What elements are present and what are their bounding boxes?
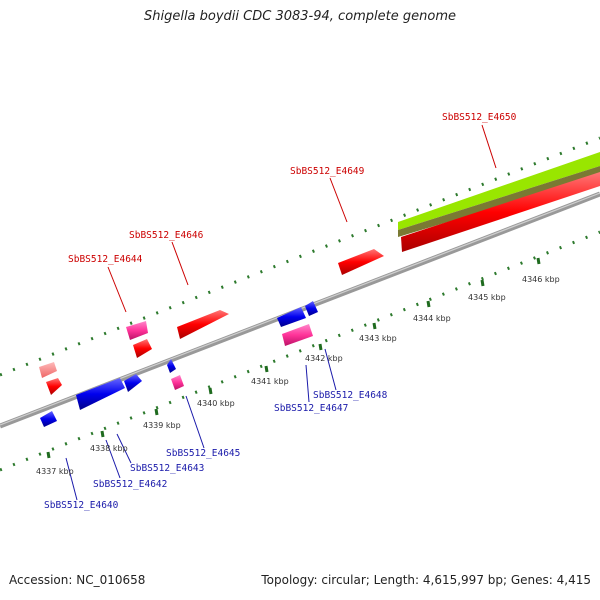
track-green: [398, 152, 600, 230]
gene-label-E4642: SbBS512_E4642: [93, 479, 167, 490]
gene-label-E4644: SbBS512_E4644: [68, 254, 143, 265]
kbp-label: 4346 kbp: [522, 275, 560, 284]
kbp-label: 4343 kbp: [359, 334, 397, 343]
gene-label-E4647: SbBS512_E4647: [274, 403, 348, 414]
gene-pink-lower[interactable]: [282, 324, 313, 346]
kbp-label: 4339 kbp: [143, 421, 181, 430]
gene-E4645-blue[interactable]: [167, 359, 176, 373]
kbp-label: 4344 kbp: [413, 314, 451, 323]
kbp-label: 4342 kbp: [305, 354, 343, 363]
gene-E4646[interactable]: [177, 310, 229, 339]
gene-label-E4640: SbBS512_E4640: [44, 500, 119, 511]
kbp-label: 4338 kbp: [90, 444, 128, 453]
gene-E4645[interactable]: [171, 375, 184, 390]
kbp-label: 4345 kbp: [468, 293, 506, 302]
gene-E4643[interactable]: [124, 374, 142, 392]
upper-tick-track: [0, 136, 600, 377]
gene-label-E4649: SbBS512_E4649: [290, 166, 365, 177]
gene-small-red[interactable]: [46, 378, 62, 395]
gene-label-E4643: SbBS512_E4643: [130, 463, 204, 474]
gene-pale[interactable]: [39, 362, 57, 378]
gene-E4642[interactable]: [76, 378, 125, 410]
gene-E4650[interactable]: [401, 172, 600, 252]
gene-label-E4645: SbBS512_E4645: [166, 448, 240, 459]
label-connectors-upper: [107, 124, 497, 313]
gene-pink-upper[interactable]: [126, 321, 148, 340]
label-connectors-lower: [65, 348, 337, 501]
gene-E4648[interactable]: [305, 301, 318, 316]
track-olive: [398, 166, 600, 237]
lower-tick-track: [0, 230, 600, 472]
gene-E4644[interactable]: [133, 339, 152, 358]
gene-label-E4646: SbBS512_E4646: [129, 230, 204, 241]
kbp-label: 4340 kbp: [197, 399, 235, 408]
gene-E4649[interactable]: [338, 249, 384, 275]
kbp-label: 4337 kbp: [36, 467, 74, 476]
major-ticks: [46, 257, 541, 459]
accession-text: Accession: NC_010658: [9, 573, 146, 587]
gene-E4640[interactable]: [40, 411, 57, 427]
kbp-label: 4341 kbp: [251, 377, 289, 386]
genome-summary-text: Topology: circular; Length: 4,615,997 bp…: [261, 573, 591, 587]
gene-label-E4650: SbBS512_E4650: [442, 112, 517, 123]
genome-title: Shigella boydii CDC 3083-94, complete ge…: [143, 9, 457, 24]
gene-E4647[interactable]: [277, 307, 306, 327]
gene-label-E4648: SbBS512_E4648: [313, 390, 388, 401]
